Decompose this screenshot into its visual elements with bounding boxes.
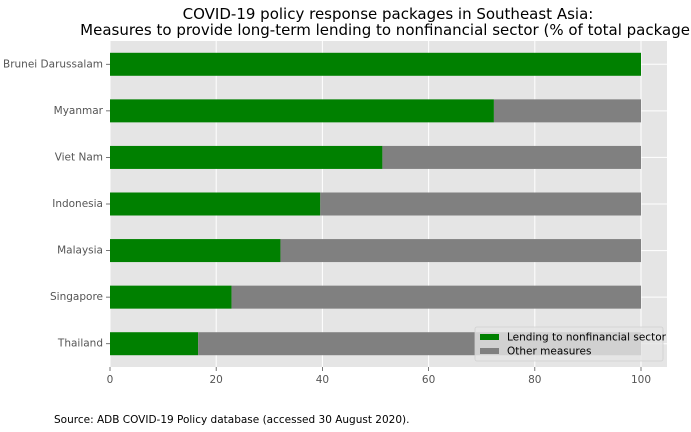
bar-lending <box>110 332 199 356</box>
legend-label-other: Other measures <box>507 346 591 358</box>
chart-subtitle: Measures to provide long-term lending to… <box>80 21 691 39</box>
x-tick-label: 80 <box>528 374 541 386</box>
y-tick-label: Brunei Darussalam <box>3 58 103 70</box>
legend-label-lending: Lending to nonfinancial sector <box>507 332 667 344</box>
x-tick-label: 40 <box>316 374 329 386</box>
y-tick-label: Malaysia <box>57 245 103 257</box>
y-tick-label: Thailand <box>57 338 103 350</box>
legend-swatch-lending <box>480 334 499 340</box>
legend-box <box>474 326 664 362</box>
bar-other <box>320 192 641 216</box>
x-tick-label: 0 <box>107 374 114 386</box>
x-tick-label: 100 <box>631 374 651 386</box>
bar-lending <box>110 99 494 123</box>
bar-lending <box>110 52 641 76</box>
bar-other <box>382 145 641 169</box>
legend-swatch-other <box>480 348 499 354</box>
y-axis: Brunei Darussalam Myanmar Viet Nam Indonesi… <box>3 58 110 350</box>
x-tick-label: 20 <box>210 374 223 386</box>
bar-other <box>231 285 641 309</box>
bars <box>110 52 641 356</box>
x-axis: 0 20 40 60 80 100 <box>107 367 651 386</box>
bar-other <box>493 99 641 123</box>
bar-lending <box>110 145 383 169</box>
bar-lending <box>110 192 321 216</box>
y-tick-label: Indonesia <box>52 198 103 210</box>
y-tick-label: Myanmar <box>54 105 104 117</box>
bar-lending <box>110 285 232 309</box>
legend: Lending to nonfinancial sector Other mea… <box>474 326 667 362</box>
chart-title: COVID-19 policy response packages in Sou… <box>183 5 594 23</box>
bar-other <box>280 239 641 263</box>
source-note: Source: ADB COVID-19 Policy database (ac… <box>54 414 410 426</box>
bar-lending <box>110 239 281 263</box>
y-tick-label: Singapore <box>50 291 103 303</box>
y-tick-label: Viet Nam <box>55 151 103 163</box>
x-tick-label: 60 <box>422 374 435 386</box>
